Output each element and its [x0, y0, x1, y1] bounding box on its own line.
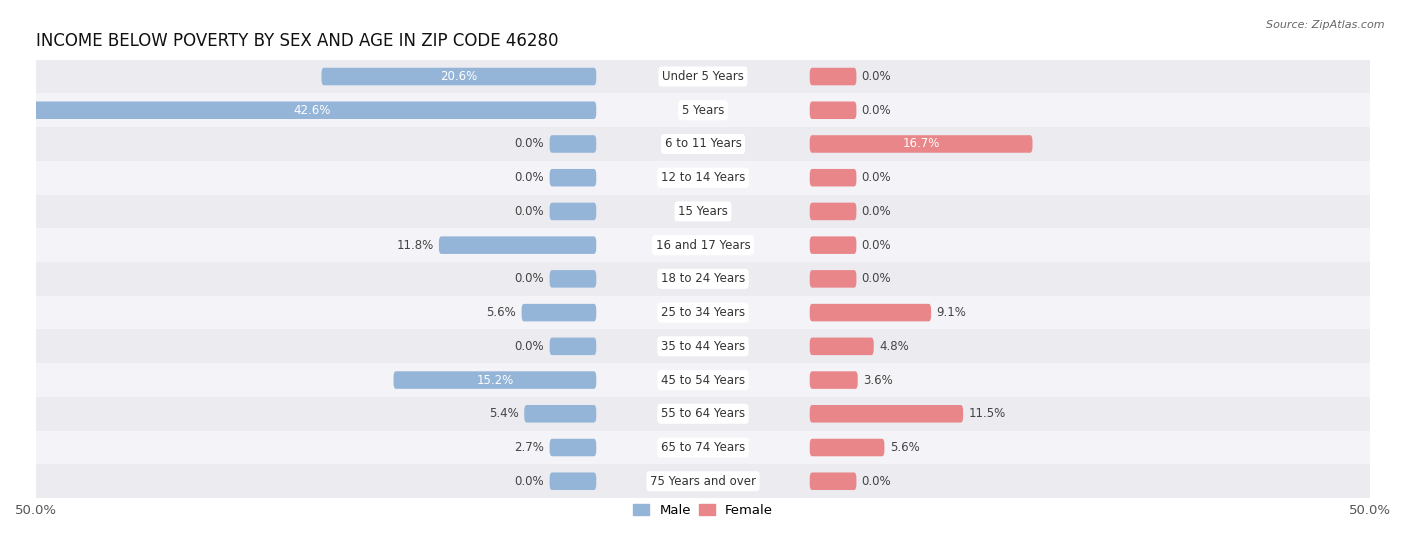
Text: 9.1%: 9.1%: [936, 306, 966, 319]
Text: 35 to 44 Years: 35 to 44 Years: [661, 340, 745, 353]
Text: 75 Years and over: 75 Years and over: [650, 475, 756, 488]
FancyBboxPatch shape: [550, 439, 596, 456]
Text: 15 Years: 15 Years: [678, 205, 728, 218]
Text: 3.6%: 3.6%: [863, 373, 893, 387]
FancyBboxPatch shape: [810, 169, 856, 187]
Text: 5.6%: 5.6%: [486, 306, 516, 319]
FancyBboxPatch shape: [322, 68, 596, 86]
Text: 4.8%: 4.8%: [879, 340, 908, 353]
FancyBboxPatch shape: [37, 93, 1369, 127]
Text: 45 to 54 Years: 45 to 54 Years: [661, 373, 745, 387]
FancyBboxPatch shape: [550, 169, 596, 187]
Text: 0.0%: 0.0%: [515, 171, 544, 184]
FancyBboxPatch shape: [37, 60, 1369, 93]
Text: 11.8%: 11.8%: [396, 239, 433, 252]
FancyBboxPatch shape: [810, 270, 856, 288]
FancyBboxPatch shape: [37, 397, 1369, 430]
Text: 20.6%: 20.6%: [440, 70, 478, 83]
Text: 5.6%: 5.6%: [890, 441, 920, 454]
FancyBboxPatch shape: [550, 338, 596, 355]
FancyBboxPatch shape: [37, 195, 1369, 228]
Text: 5 Years: 5 Years: [682, 104, 724, 117]
FancyBboxPatch shape: [810, 304, 931, 321]
FancyBboxPatch shape: [810, 439, 884, 456]
Text: 65 to 74 Years: 65 to 74 Years: [661, 441, 745, 454]
Text: Under 5 Years: Under 5 Years: [662, 70, 744, 83]
FancyBboxPatch shape: [522, 304, 596, 321]
FancyBboxPatch shape: [810, 338, 873, 355]
Text: 55 to 64 Years: 55 to 64 Years: [661, 408, 745, 420]
Text: 0.0%: 0.0%: [862, 70, 891, 83]
FancyBboxPatch shape: [550, 203, 596, 220]
Text: 11.5%: 11.5%: [969, 408, 1005, 420]
FancyBboxPatch shape: [37, 465, 1369, 498]
Text: 0.0%: 0.0%: [515, 272, 544, 286]
FancyBboxPatch shape: [37, 262, 1369, 296]
Text: INCOME BELOW POVERTY BY SEX AND AGE IN ZIP CODE 46280: INCOME BELOW POVERTY BY SEX AND AGE IN Z…: [37, 32, 558, 50]
FancyBboxPatch shape: [810, 236, 856, 254]
Text: 0.0%: 0.0%: [862, 239, 891, 252]
FancyBboxPatch shape: [394, 371, 596, 389]
FancyBboxPatch shape: [37, 228, 1369, 262]
Text: Source: ZipAtlas.com: Source: ZipAtlas.com: [1267, 20, 1385, 30]
Text: 42.6%: 42.6%: [294, 104, 330, 117]
FancyBboxPatch shape: [810, 102, 856, 119]
FancyBboxPatch shape: [550, 472, 596, 490]
FancyBboxPatch shape: [524, 405, 596, 423]
FancyBboxPatch shape: [37, 296, 1369, 329]
FancyBboxPatch shape: [37, 329, 1369, 363]
Text: 12 to 14 Years: 12 to 14 Years: [661, 171, 745, 184]
FancyBboxPatch shape: [550, 270, 596, 288]
Text: 6 to 11 Years: 6 to 11 Years: [665, 138, 741, 150]
Text: 0.0%: 0.0%: [862, 104, 891, 117]
Text: 0.0%: 0.0%: [862, 475, 891, 488]
Text: 0.0%: 0.0%: [862, 205, 891, 218]
Text: 2.7%: 2.7%: [515, 441, 544, 454]
FancyBboxPatch shape: [810, 371, 858, 389]
Text: 16 and 17 Years: 16 and 17 Years: [655, 239, 751, 252]
Text: 0.0%: 0.0%: [515, 138, 544, 150]
FancyBboxPatch shape: [37, 161, 1369, 195]
FancyBboxPatch shape: [810, 68, 856, 86]
FancyBboxPatch shape: [810, 135, 1032, 153]
Text: 0.0%: 0.0%: [515, 205, 544, 218]
FancyBboxPatch shape: [28, 102, 596, 119]
FancyBboxPatch shape: [810, 472, 856, 490]
FancyBboxPatch shape: [550, 135, 596, 153]
FancyBboxPatch shape: [810, 203, 856, 220]
Legend: Male, Female: Male, Female: [627, 499, 779, 522]
Text: 0.0%: 0.0%: [515, 340, 544, 353]
Text: 0.0%: 0.0%: [515, 475, 544, 488]
FancyBboxPatch shape: [37, 127, 1369, 161]
FancyBboxPatch shape: [439, 236, 596, 254]
Text: 16.7%: 16.7%: [903, 138, 939, 150]
FancyBboxPatch shape: [810, 405, 963, 423]
Text: 0.0%: 0.0%: [862, 171, 891, 184]
Text: 15.2%: 15.2%: [477, 373, 513, 387]
Text: 18 to 24 Years: 18 to 24 Years: [661, 272, 745, 286]
Text: 25 to 34 Years: 25 to 34 Years: [661, 306, 745, 319]
Text: 5.4%: 5.4%: [489, 408, 519, 420]
FancyBboxPatch shape: [37, 363, 1369, 397]
Text: 0.0%: 0.0%: [862, 272, 891, 286]
FancyBboxPatch shape: [37, 430, 1369, 465]
